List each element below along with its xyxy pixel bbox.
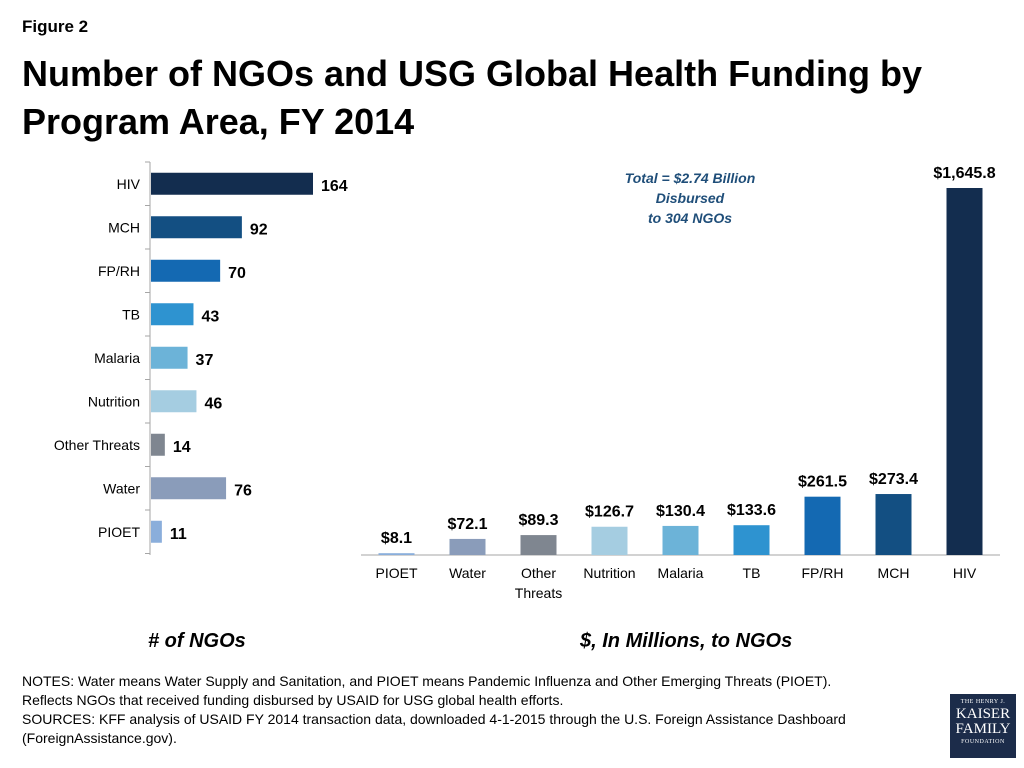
notes-block: NOTES: Water means Water Supply and Sani… [22,672,942,748]
ngo-count-axis-label: # of NGOs [148,630,246,652]
funding-category-label: Other [521,565,556,581]
ngo-bar [151,172,313,195]
figure-label: Figure 2 [22,17,89,36]
ngo-bar [151,477,227,500]
funding-category-label: Malaria [658,565,704,581]
sources-line: SOURCES: KFF analysis of USAID FY 2014 t… [22,711,846,727]
funding-value-label: $126.7 [585,504,634,521]
funding-category-label: Nutrition [583,565,635,581]
ngo-category-label: FP/RH [98,263,140,279]
logo-line-1: THE HENRY J. [960,699,1006,705]
chart-title: Number of NGOs and USG Global Health Fun… [22,53,923,142]
ngo-category-label: TB [122,306,140,322]
ngo-category-label: HIV [117,176,141,192]
funding-category-label: FP/RH [802,565,844,581]
funding-bar [591,526,628,555]
total-annotation: Total = $2.74 Billion Disbursed to 304 N… [590,168,790,228]
funding-value-label: $273.4 [869,471,918,488]
ngo-value-label: 164 [321,178,348,195]
funding-bar [946,188,983,555]
ngo-bar [151,346,188,369]
ngo-bar [151,520,162,543]
ngo-value-label: 92 [250,221,268,238]
ngo-value-label: 11 [170,526,187,543]
ngo-category-label: Water [103,480,140,496]
funding-bar [520,535,557,555]
total-line-3: to 304 NGOs [647,210,733,226]
kff-logo: THE HENRY J. KAISER FAMILY FOUNDATION [950,694,1016,758]
ngo-value-label: 14 [173,439,191,456]
total-line-1: Total = $2.74 Billion [624,170,756,186]
funding-value-label: $89.3 [518,512,558,529]
funding-bar [875,494,912,555]
ngo-value-label: 43 [201,308,219,325]
funding-bar [662,525,699,555]
funding-bar [378,553,415,555]
ngo-category-label: Other Threats [54,437,140,453]
notes-line: NOTES: Water means Water Supply and Sani… [22,673,832,689]
ngo-bar [151,216,242,239]
sources-line: (ForeignAssistance.gov). [22,730,177,746]
total-line-2: Disbursed [655,190,725,206]
funding-bar [733,525,770,555]
ngo-bar [151,390,197,413]
ngo-value-label: 46 [204,395,222,412]
funding-value-label: $72.1 [447,516,487,533]
ngo-value-label: 70 [228,265,246,282]
ngo-bar [151,303,194,326]
logo-line-3: FAMILY [955,721,1011,737]
funding-category-label: TB [743,565,761,581]
funding-category-label: MCH [878,565,910,581]
notes-line: Reflects NGOs that received funding disb… [22,692,564,708]
funding-category-label: HIV [953,565,977,581]
ngo-category-label: Malaria [94,350,140,366]
ngo-category-label: PIOET [98,524,140,540]
ngo-bar [151,433,165,456]
funding-value-label: $130.4 [656,503,705,520]
chart-canvas: HIV 164 MCH 92 FP/RH 70 TB 43 Malaria 37 Nutrition… [54,161,1000,601]
ngo-category-label: MCH [108,219,140,235]
funding-bar [449,538,486,555]
funding-value-label: $133.6 [727,502,776,519]
funding-value-label: $1,645.8 [933,165,995,182]
ngo-value-label: 37 [196,352,214,369]
logo-line-4: FOUNDATION [961,739,1005,745]
funding-value-label: $261.5 [798,474,847,491]
funding-value-label: $8.1 [381,530,412,547]
ngo-bar [151,259,221,282]
funding-category-label: Threats [515,585,562,601]
funding-category-label: PIOET [375,565,417,581]
funding-bar [804,496,841,555]
funding-axis-label: $, In Millions, to NGOs [580,630,793,652]
funding-category-label: Water [449,565,486,581]
ngo-category-label: Nutrition [88,393,140,409]
ngo-value-label: 76 [234,482,252,499]
logo-line-2: KAISER [955,706,1011,722]
